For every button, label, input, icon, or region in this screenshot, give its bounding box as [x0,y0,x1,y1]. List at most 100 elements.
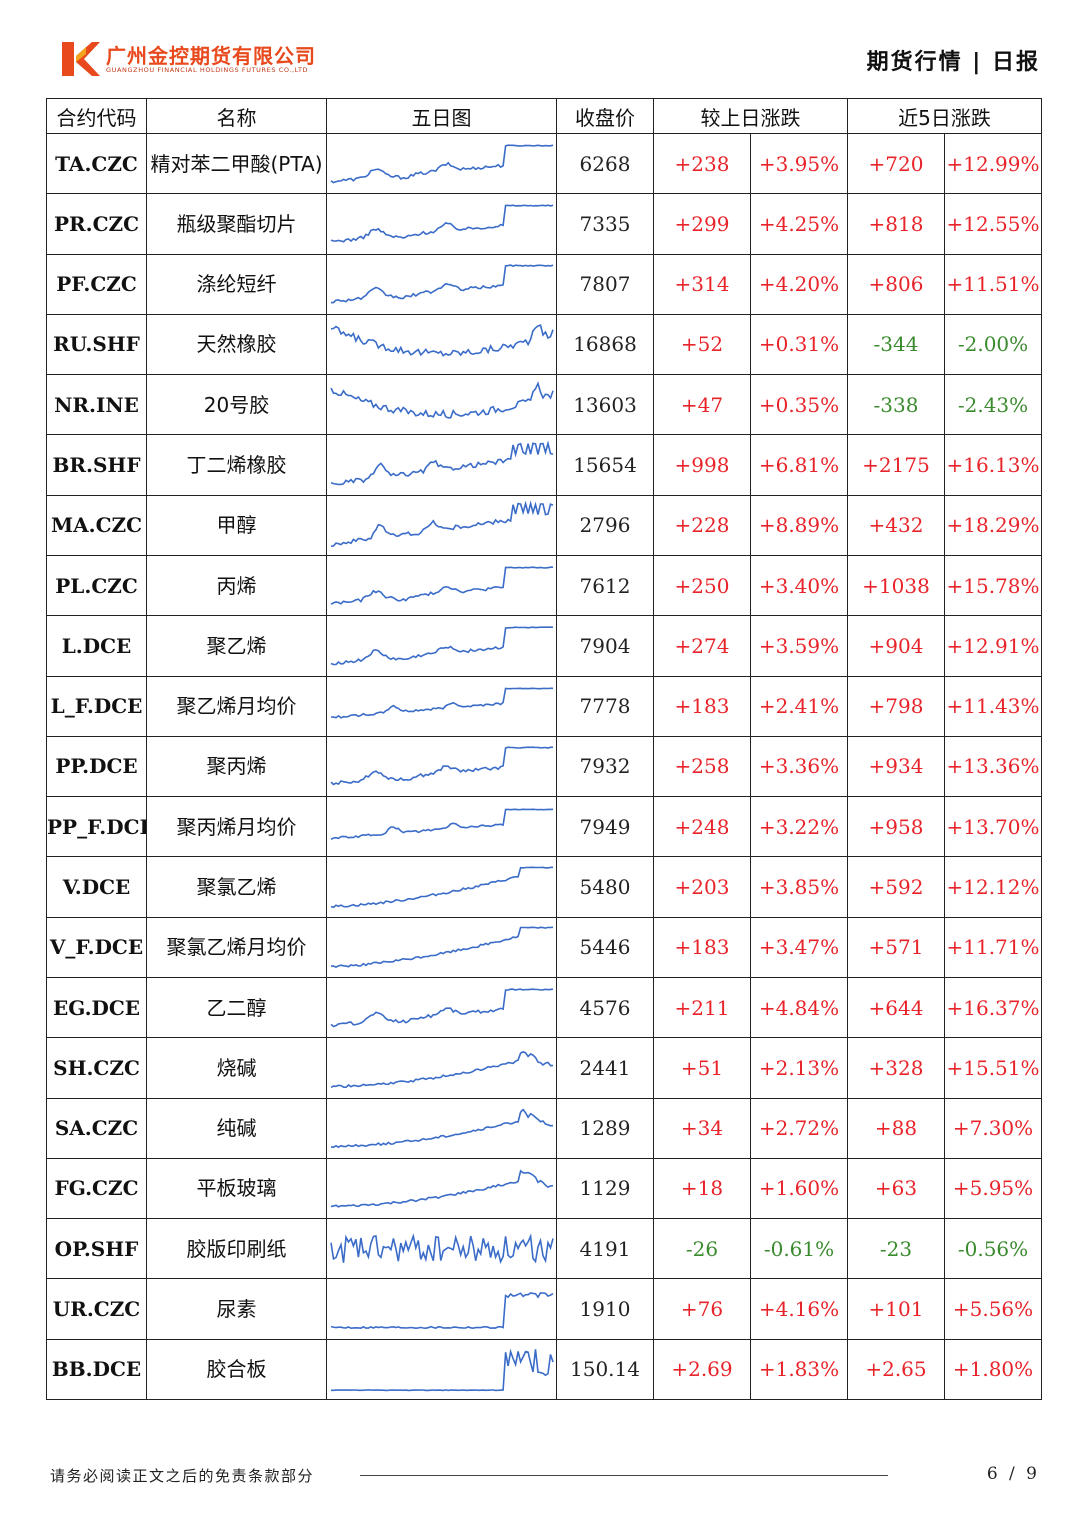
company-name-cn: 广州金控期货有限公司 [106,44,316,68]
contract-name: 胶合板 [146,1338,327,1401]
sparkline-chart [330,500,554,548]
day-change-value: +228 [653,494,751,556]
close-price: 5480 [556,856,654,918]
day-change-percent: +0.31% [750,313,848,376]
contract-name: 乙二醇 [146,976,327,1039]
five-day-chart [326,374,557,436]
close-price: 1910 [556,1278,654,1340]
five-day-chart [326,1338,557,1401]
close-price: 7778 [556,675,654,737]
sparkline-chart [330,626,553,666]
day-change-value: +238 [653,132,751,195]
contract-name: 聚乙烯月均价 [146,675,327,737]
day-change-percent: +3.22% [750,796,848,858]
contract-name: 聚丙烯 [146,735,327,798]
company-logo-icon [62,42,100,76]
five-day-chart [326,856,557,918]
sparkline-path [330,746,554,786]
five-day-change-value: +958 [847,796,945,858]
sparkline-path [330,324,554,358]
day-change-percent: +3.59% [750,615,848,677]
sparkline-chart [330,1169,554,1209]
contract-code: FG.CZC [46,1157,147,1220]
table-row: L_F.DCE 聚乙烯月均价 7778 +183 +2.41% +798 +11.43% [46,675,1043,737]
sparkline-chart [330,324,554,358]
sparkline-path [330,808,554,840]
contract-code: L.DCE [46,615,147,677]
five-day-chart [326,1278,557,1340]
report-tag: 期货行情 | 日报 [866,50,1040,75]
table-row: SH.CZC 烧碱 2441 +51 +2.13% +328 +15.51% [46,1037,1043,1099]
header-code: 合约代码 [46,98,147,134]
table-row: NR.INE 20号胶 13603 +47 +0.35% -338 -2.43% [46,374,1043,436]
sparkline-path [330,926,554,969]
day-change-percent: +3.85% [750,856,848,918]
contract-code: SH.CZC [46,1037,147,1099]
sparkline-chart [330,1232,554,1264]
five-day-chart [326,916,557,978]
sparkline-path [330,500,554,548]
day-change-percent: +4.25% [750,193,848,255]
sparkline-chart [330,204,554,243]
day-change-percent: +8.89% [750,494,848,556]
five-day-change-value: +818 [847,193,945,255]
contract-name: 平板玻璃 [146,1157,327,1220]
contract-name: 聚氯乙烯 [146,856,327,918]
day-change-percent: +0.35% [750,374,848,436]
five-day-change-value: +592 [847,856,945,918]
contract-name: 纯碱 [146,1097,327,1159]
five-day-change-percent: +13.70% [943,796,1043,858]
five-day-change-percent: +7.30% [943,1097,1043,1159]
five-day-change-value: +2.65 [847,1338,945,1401]
five-day-change-value: +2175 [847,434,945,496]
sparkline-path [330,687,553,719]
sparkline-path [330,204,554,243]
five-day-change-value: +63 [847,1157,945,1220]
contract-name: 尿素 [146,1278,327,1340]
five-day-chart [326,735,557,798]
day-change-value: +203 [653,856,751,918]
five-day-change-percent: +1.80% [943,1338,1043,1401]
five-day-chart [326,434,557,496]
sparkline-chart [330,926,554,969]
contract-code: V.DCE [46,856,147,918]
day-change-percent: +1.60% [750,1157,848,1220]
day-change-value: +2.69 [653,1338,751,1401]
header-day-change: 较上日涨跌 [653,98,848,134]
close-price: 7612 [556,554,654,617]
table-row: TA.CZC 精对苯二甲酸(PTA) 6268 +238 +3.95% +720 +12.9… [46,132,1043,195]
day-change-percent: +3.40% [750,554,848,617]
five-day-change-value: +432 [847,494,945,556]
sparkline-path [330,566,553,605]
day-change-percent: +3.36% [750,735,848,798]
day-change-percent: -0.61% [750,1218,848,1280]
table-row: V.DCE 聚氯乙烯 5480 +203 +3.85% +592 +12.12% [46,856,1043,918]
contract-name: 聚丙烯月均价 [146,796,327,858]
day-change-value: +47 [653,374,751,436]
sparkline-chart [330,866,554,909]
table-row: PP.DCE 聚丙烯 7932 +258 +3.36% +934 +13.36% [46,735,1043,798]
contract-code: PP_F.DCE [46,796,147,858]
day-change-percent: +2.13% [750,1037,848,1099]
sparkline-chart [331,1348,554,1392]
sparkline-path [330,380,554,419]
sparkline-path [331,1348,554,1392]
contract-name: 甲醇 [146,494,327,556]
day-change-value: +258 [653,735,751,798]
day-change-value: +211 [653,976,751,1039]
day-change-value: +314 [653,253,751,315]
contract-code: MA.CZC [46,494,147,556]
five-day-change-percent: +12.12% [943,856,1043,918]
company-logo: 广州金控期货有限公司 GUANGZHOU FINANCIAL HOLDINGS … [62,40,362,80]
header-close: 收盘价 [556,98,654,134]
contract-code: RU.SHF [46,313,147,376]
five-day-change-value: -23 [847,1218,945,1280]
sparkline-path [330,1169,554,1209]
close-price: 5446 [556,916,654,978]
close-price: 16868 [556,313,654,376]
sparkline-path [330,626,553,666]
sparkline-chart [330,687,553,719]
five-day-chart [326,675,557,737]
sparkline-path [330,866,554,909]
five-day-change-value: +904 [847,615,945,677]
